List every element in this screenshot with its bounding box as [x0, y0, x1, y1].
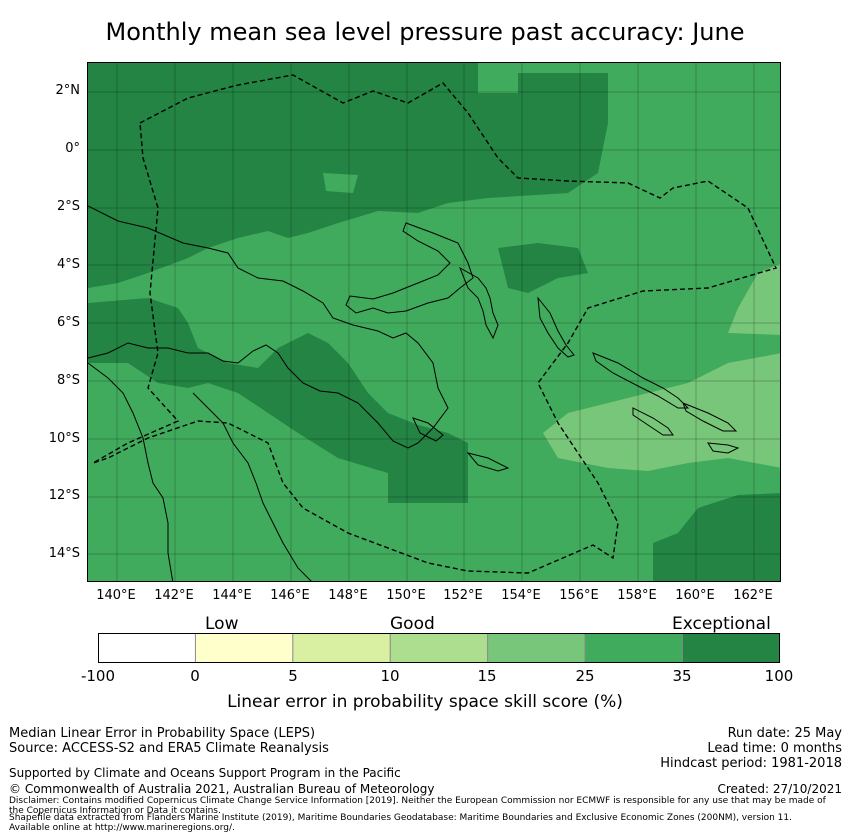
skill-region-center-dark: [498, 243, 588, 293]
colorbar-bound: 15: [477, 667, 497, 685]
y-tick-label: 8°S: [56, 373, 80, 388]
y-tick-label: 14°S: [48, 546, 80, 561]
cape-york-coast: [192, 392, 312, 581]
solomons-coast-1: [592, 352, 690, 409]
x-tick-label: 148°E: [328, 588, 368, 603]
category-good: Good: [390, 614, 435, 634]
solomons-coast-3: [682, 402, 738, 432]
colorbar-bin: [585, 633, 683, 663]
support-text: Supported by Climate and Oceans Support …: [9, 766, 401, 780]
category-low: Low: [205, 614, 239, 634]
colorbar-bound: 25: [575, 667, 595, 685]
y-tick-label: 4°S: [56, 257, 80, 272]
disclaimer-line: Shapefile data extracted from Flanders M…: [9, 813, 792, 823]
solomons-coast-4: [707, 442, 740, 454]
x-tick-label: 162°E: [733, 588, 773, 603]
colorbar-bin: [195, 633, 293, 663]
x-tick-label: 140°E: [96, 588, 136, 603]
colorbar-bound: 10: [380, 667, 400, 685]
coastlines: [88, 205, 740, 581]
colorbar-bin: [390, 633, 488, 663]
run-date-text: Run date: 25 May: [727, 726, 842, 741]
skill-region-west-dark: [88, 298, 468, 503]
colorbar-bin: [682, 633, 780, 663]
graticule: [88, 63, 780, 581]
x-tick-label: 154°E: [501, 588, 541, 603]
created-text: Created: 27/10/2021: [717, 782, 842, 796]
colorbar-bound: 5: [288, 667, 298, 685]
hindcast-text: Hindcast period: 1981-2018: [660, 756, 842, 771]
colorbar: [98, 633, 780, 663]
eez-boundary: [92, 74, 777, 574]
solomons-coast-2: [632, 407, 674, 436]
y-tick-label: 2°S: [56, 199, 80, 214]
lead-time-text: Lead time: 0 months: [707, 741, 842, 756]
x-tick-label: 156°E: [559, 588, 599, 603]
skill-score-map: [87, 62, 781, 582]
map-svg: [88, 63, 780, 581]
y-axis: 2°N 0° 2°S 4°S 6°S 8°S 10°S 12°S 14°S: [0, 0, 87, 600]
x-tick-label: 158°E: [617, 588, 657, 603]
y-tick-label: 12°S: [48, 488, 80, 503]
method-text: Median Linear Error in Probability Space…: [9, 726, 316, 741]
skill-region-east-light: [728, 263, 780, 335]
colorbar-bound: 100: [764, 667, 794, 685]
colorbar-bin: [292, 633, 391, 663]
disclaimer-line: Available online at http://www.marinereg…: [9, 823, 235, 833]
colorbar-bound: 35: [672, 667, 692, 685]
skill-region-east-band: [543, 353, 780, 471]
page-title: Monthly mean sea level pressure past acc…: [105, 18, 745, 46]
new-britain-coast: [345, 222, 474, 314]
new-ireland-coast: [459, 266, 499, 340]
australia-coast: [88, 362, 174, 581]
category-exceptional: Exceptional: [672, 614, 771, 634]
x-tick-label: 160°E: [675, 588, 715, 603]
x-tick-label: 146°E: [270, 588, 310, 603]
colorbar-bin: [487, 633, 585, 663]
dentrecasteaux-islands: [412, 417, 444, 442]
colorbar-bin: [98, 633, 196, 663]
disclaimer-line: the Copernicus Information or Data it co…: [9, 806, 221, 816]
source-text: Source: ACCESS-S2 and ERA5 Climate Reana…: [9, 741, 329, 756]
colorbar-bound: -100: [80, 667, 116, 685]
x-tick-label: 152°E: [443, 588, 483, 603]
x-tick-label: 150°E: [386, 588, 426, 603]
y-tick-label: 0°: [65, 141, 80, 156]
x-tick-label: 144°E: [212, 588, 252, 603]
y-tick-label: 6°S: [56, 315, 80, 330]
y-tick-label: 10°S: [48, 431, 80, 446]
skill-region-southeast-dark: [653, 493, 780, 581]
skill-region-north-patch: [323, 173, 358, 193]
bougainville-coast: [537, 296, 575, 358]
disclaimer-line: Disclaimer: Contains modified Copernicus…: [9, 796, 826, 806]
colorbar-title: Linear error in probability space skill …: [227, 692, 623, 712]
louisiade-islands: [466, 452, 510, 472]
colorbar-bound: 0: [190, 667, 200, 685]
colorbar-svg: [98, 633, 780, 663]
x-tick-label: 142°E: [154, 588, 194, 603]
y-tick-label: 2°N: [55, 83, 81, 98]
copyright-text: © Commonwealth of Australia 2021, Austra…: [9, 782, 435, 796]
